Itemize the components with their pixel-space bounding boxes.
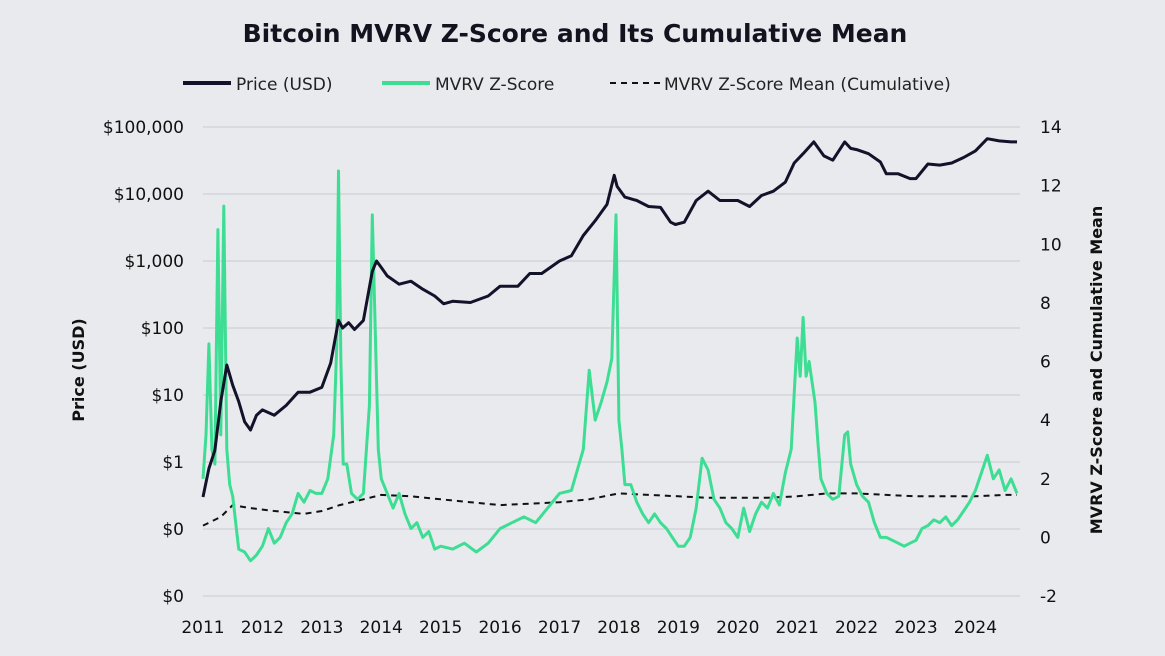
x-tick-label: 2021 xyxy=(776,618,819,638)
x-tick-label: 2012 xyxy=(241,618,284,638)
right-tick-label: 8 xyxy=(1040,294,1051,314)
x-tick-label: 2020 xyxy=(716,618,759,638)
x-tick-label: 2018 xyxy=(597,618,640,638)
x-tick-label: 2014 xyxy=(360,618,403,638)
left-tick-label: $10 xyxy=(152,386,184,406)
x-tick-label: 2023 xyxy=(894,618,937,638)
x-tick-label: 2022 xyxy=(835,618,878,638)
right-tick-label: 4 xyxy=(1040,411,1051,431)
left-tick-label: $0 xyxy=(162,587,184,607)
right-tick-label: 10 xyxy=(1040,235,1062,255)
right-tick-label: 0 xyxy=(1040,528,1051,548)
left-tick-label: $10,000 xyxy=(114,185,184,205)
series-mvrv-mean-line xyxy=(202,492,1017,527)
legend-price-label: Price (USD) xyxy=(236,75,332,95)
right-tick-label: 2 xyxy=(1040,470,1051,490)
legend-zscore-label: MVRV Z-Score xyxy=(435,75,554,95)
left-tick-label: $100 xyxy=(141,319,184,339)
right-axis-ticks: -2 0 2 4 6 8 10 12 14 xyxy=(1040,118,1062,607)
left-tick-label: $1,000 xyxy=(125,252,184,272)
x-tick-label: 2017 xyxy=(538,618,581,638)
series-layer xyxy=(201,137,1019,563)
x-tick-label: 2011 xyxy=(181,618,224,638)
x-tick-label: 2013 xyxy=(300,618,343,638)
left-axis-ticks: $0 $0 $1 $10 $100 $1,000 $10,000 $100,000 xyxy=(103,118,184,607)
series-price-line xyxy=(201,137,1017,498)
right-tick-label: 12 xyxy=(1040,177,1062,197)
right-tick-label: 14 xyxy=(1040,118,1062,138)
x-tick-label: 2024 xyxy=(954,618,997,638)
left-tick-label: $100,000 xyxy=(103,118,184,138)
x-tick-label: 2016 xyxy=(478,618,521,638)
legend-mean-label: MVRV Z-Score Mean (Cumulative) xyxy=(664,75,951,95)
series-mvrv-zscore-line xyxy=(201,169,1019,563)
x-tick-label: 2015 xyxy=(419,618,462,638)
chart-title: Bitcoin MVRV Z-Score and Its Cumulative … xyxy=(243,19,908,48)
left-tick-label: $1 xyxy=(162,453,184,473)
x-axis-ticks: 2011 2012 2013 2014 2015 2016 2017 2018 2019 2020… xyxy=(181,618,997,638)
left-tick-label: $0 xyxy=(162,520,184,540)
right-axis-label: MVRV Z-Score and Cumulative Mean xyxy=(1087,206,1106,534)
right-tick-label: 6 xyxy=(1040,353,1051,373)
x-tick-label: 2019 xyxy=(657,618,700,638)
right-tick-label: -2 xyxy=(1040,587,1057,607)
legend: Price (USD) MVRV Z-Score MVRV Z-Score Me… xyxy=(183,75,951,95)
left-axis-label: Price (USD) xyxy=(69,318,88,421)
